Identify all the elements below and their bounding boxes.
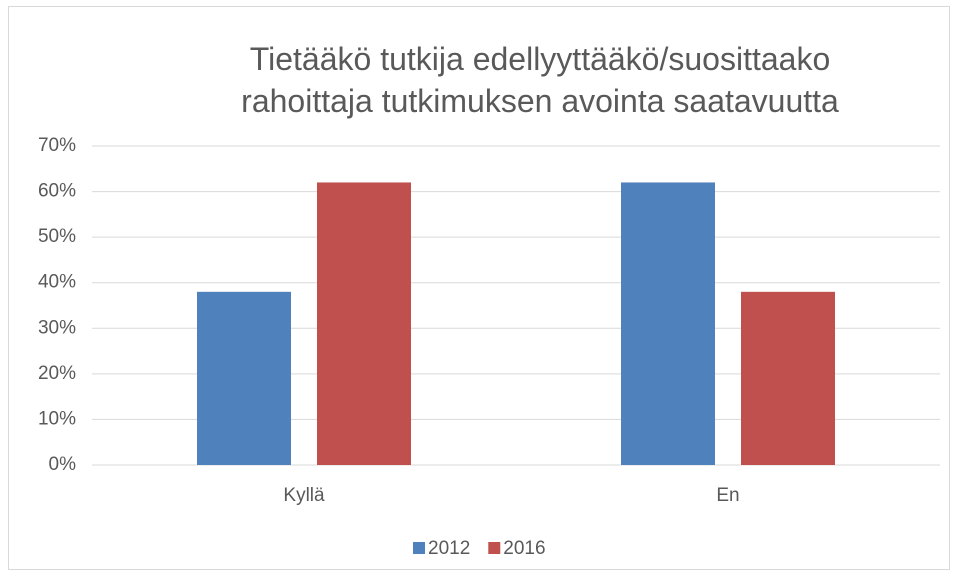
legend-label: 2016 [503, 538, 545, 559]
x-tick-label: Kyllä [283, 485, 325, 506]
bar [621, 182, 715, 465]
y-tick-label: 70% [38, 135, 76, 156]
y-tick-label: 30% [38, 317, 76, 338]
bar [197, 291, 291, 465]
y-tick-label: 20% [38, 363, 76, 384]
y-tick-label: 10% [38, 408, 76, 429]
y-tick-label: 50% [38, 226, 76, 247]
y-tick-label: 0% [49, 454, 77, 475]
legend-swatch [413, 542, 425, 554]
x-tick-label: En [716, 485, 739, 506]
legend-swatch [488, 542, 501, 554]
chart-border [8, 6, 950, 570]
bar [317, 182, 411, 465]
legend-label: 2012 [428, 538, 470, 559]
y-tick-label: 60% [38, 181, 76, 202]
chart-title: Tietääkö tutkija edellyyttääkö/suosittaa… [241, 41, 839, 119]
y-tick-label: 40% [38, 272, 76, 293]
bar [741, 291, 835, 465]
